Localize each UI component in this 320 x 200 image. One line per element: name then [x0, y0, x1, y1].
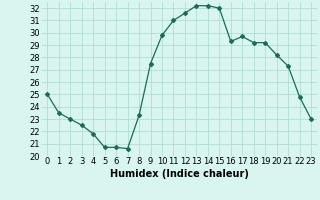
X-axis label: Humidex (Indice chaleur): Humidex (Indice chaleur): [110, 169, 249, 179]
